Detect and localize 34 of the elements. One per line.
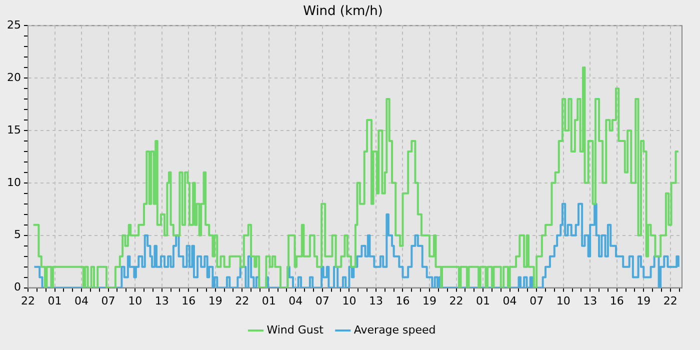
x-tick-label: 16 [182,294,196,308]
y-tick-label: 10 [6,176,21,189]
x-tick-label: 10 [556,294,570,308]
x-tick-label: 04 [502,294,517,308]
x-tick-label: 13 [368,294,383,308]
y-tick-label: 5 [14,228,21,242]
x-tick-label: 19 [208,294,222,308]
x-tick-label: 10 [128,294,142,308]
y-tick-label: 15 [6,123,21,136]
x-tick-label: 13 [154,294,169,308]
x-tick-label: 04 [74,294,89,308]
x-tick-label: 01 [476,294,490,308]
x-tick-label: 10 [342,294,356,308]
x-tick-label: 16 [396,294,410,308]
x-tick-label: 22 [449,294,464,308]
x-tick-label: 01 [262,294,276,308]
x-tick-label: 07 [101,294,116,308]
x-tick-label: 19 [422,294,436,308]
x-tick-label: 22 [235,294,250,308]
y-tick-label: 20 [6,70,21,84]
x-tick-label: 19 [636,294,651,308]
x-tick-label: 13 [583,294,598,308]
x-tick-label: 04 [288,294,303,308]
legend-label: Wind Gust [266,323,324,336]
chart-title: Wind (km/h) [303,4,383,20]
y-tick-label: 25 [6,18,21,32]
x-tick-label: 16 [610,294,624,308]
x-tick-label: 22 [20,294,35,308]
x-tick-label: 01 [48,294,62,308]
x-tick-label: 22 [663,294,678,308]
legend-label: Average speed [354,323,436,336]
x-tick-label: 07 [315,294,330,308]
y-tick-label: 0 [14,280,21,294]
x-tick-label: 07 [530,294,544,308]
